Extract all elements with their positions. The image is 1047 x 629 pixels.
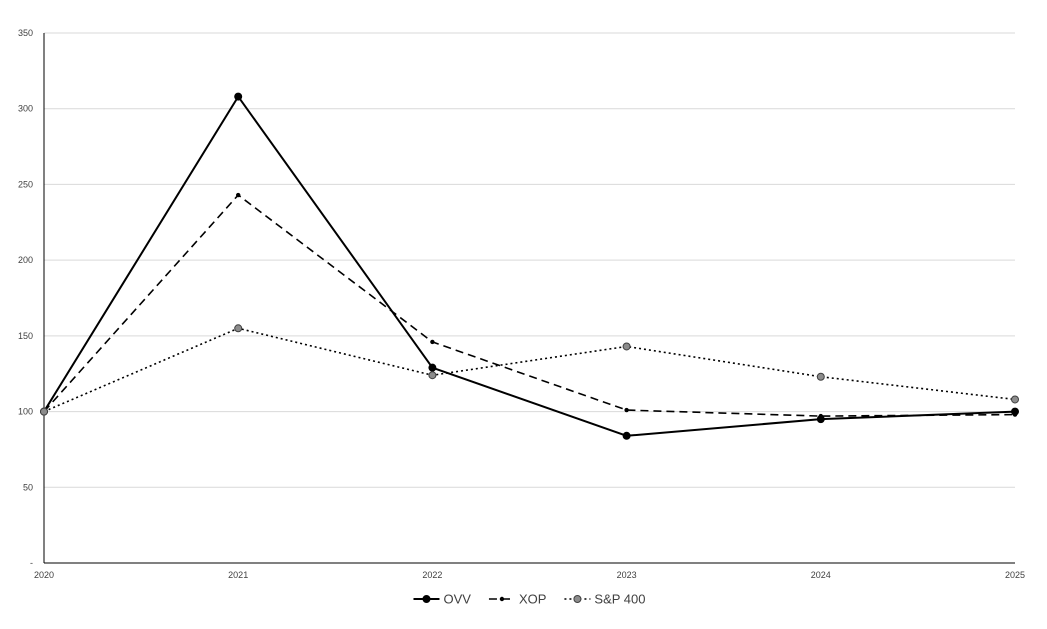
x-tick-label: 2021: [228, 570, 248, 580]
x-tick-label: 2025: [1005, 570, 1025, 580]
y-tick-label: 50: [23, 482, 33, 492]
series-sandp-400-point: [428, 371, 437, 380]
x-tick-label: 2022: [422, 570, 442, 580]
legend-ovv-swatch-point: [422, 595, 431, 603]
legend-ovv-label: OVV: [443, 592, 471, 607]
series-xop-point: [1012, 412, 1018, 417]
x-tick-label: 2023: [617, 570, 637, 580]
gridlines: [44, 32, 1015, 488]
y-tick-label: 200: [18, 255, 33, 265]
x-tick-label: 2020: [34, 570, 54, 580]
series-xop: [41, 192, 1018, 419]
legend-sandp-400-label: S&P 400: [594, 592, 645, 607]
x-tick-label: 2024: [811, 570, 831, 580]
y-tick-label: 100: [18, 407, 33, 417]
series-ovv-point: [428, 363, 437, 372]
tick-labels: - 50 100 150 200 250 300 350 2020 2021 2022 2023 202…: [18, 28, 1025, 580]
series-sandp-400-line: [43, 327, 1016, 413]
legend-sandp-400: S&P 400: [564, 592, 646, 607]
series-ovv-point: [234, 92, 243, 101]
axes: [43, 33, 1015, 564]
y-tick-label: 150: [18, 331, 33, 341]
legend-xop-label: XOP: [519, 592, 546, 607]
series-xop-point: [430, 339, 435, 345]
legend-xop-swatch-point: [499, 596, 505, 602]
series-sandp-400-point: [816, 372, 825, 381]
y-tick-label: -: [30, 558, 33, 568]
series-lines: [40, 92, 1019, 440]
legend-ovv: OVV: [413, 592, 471, 607]
series-ovv-line: [43, 95, 1016, 437]
legend-sandp-400-swatch-point: [573, 595, 582, 603]
y-tick-label: 250: [18, 179, 33, 189]
series-sandp-400-point: [1011, 395, 1019, 404]
series-sandp-400: [40, 324, 1019, 416]
y-tick-label: 300: [18, 104, 33, 114]
series-sandp-400-point: [234, 324, 243, 333]
series-xop-point: [818, 413, 823, 419]
legend-xop: XOP: [488, 592, 546, 607]
legend: OVV XOP S&P 400: [413, 592, 646, 607]
series-sandp-400-point: [40, 407, 48, 416]
y-tick-label: 350: [18, 28, 33, 38]
series-xop-line: [43, 194, 1016, 417]
series-xop-point: [236, 192, 241, 198]
series-ovv: [40, 92, 1019, 440]
series-sandp-400-point: [622, 342, 631, 351]
series-xop-point: [624, 407, 629, 413]
series-ovv-point: [622, 431, 631, 440]
